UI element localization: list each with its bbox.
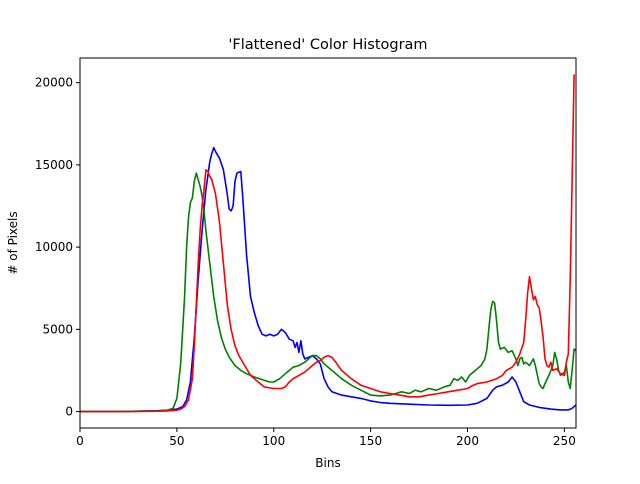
x-tick-label: 200: [456, 434, 479, 448]
y-tick-label: 15000: [35, 158, 73, 172]
y-axis-label: # of Pixels: [6, 211, 20, 274]
ticks-layer: 0 50 100 150 200 250 0 5000 10000 15000 20000: [35, 76, 576, 448]
chart-title: 'Flattened' Color Histogram: [228, 37, 427, 53]
y-tick-label: 10000: [35, 240, 73, 254]
series-layer: [80, 74, 577, 413]
x-tick-label: 100: [262, 434, 285, 448]
y-tick-label: 5000: [42, 322, 73, 336]
series-line-2: [80, 172, 577, 413]
series-line-3: [80, 74, 575, 413]
x-axis-label: Bins: [315, 456, 340, 470]
x-tick-label: 150: [359, 434, 382, 448]
y-tick-label: 0: [65, 405, 73, 419]
x-tick-label: 250: [553, 434, 576, 448]
series-line-1: [80, 146, 577, 413]
axes-frame: [79, 57, 577, 429]
x-tick-label: 50: [169, 434, 184, 448]
x-tick-label: 0: [76, 434, 84, 448]
y-tick-label: 20000: [35, 76, 73, 90]
